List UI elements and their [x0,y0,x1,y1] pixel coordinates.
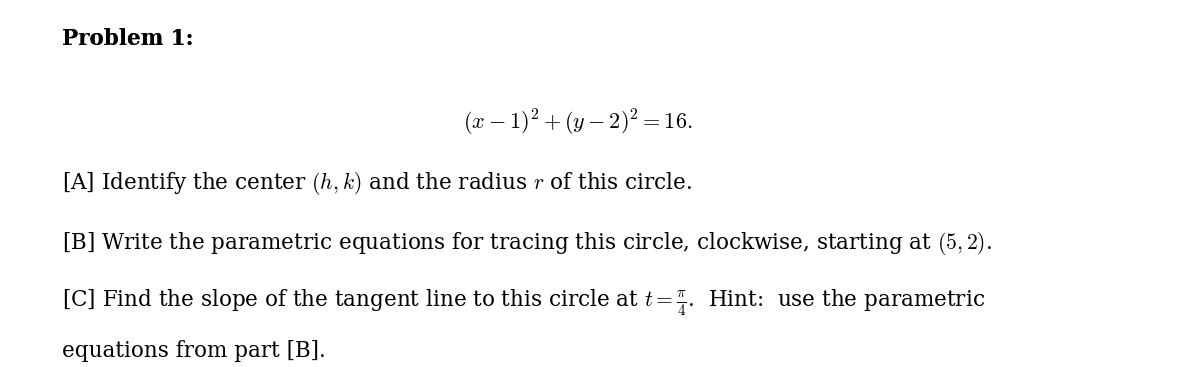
Text: equations from part [B].: equations from part [B]. [61,340,325,362]
Text: $(x - 1)^2 + (y - 2)^2 = 16.$: $(x - 1)^2 + (y - 2)^2 = 16.$ [463,108,692,138]
Text: Problem 1:: Problem 1: [61,28,193,50]
Text: [B] Write the parametric equations for tracing this circle, clockwise, starting : [B] Write the parametric equations for t… [61,230,991,257]
Text: [C] Find the slope of the tangent line to this circle at $t = \frac{\pi}{4}$.  H: [C] Find the slope of the tangent line t… [61,288,985,318]
Text: Problem 1: Consider the circle with equation:: Problem 1: Consider the circle with equa… [61,28,560,50]
Text: Problem 1:: Problem 1: [61,28,193,50]
Text: [A] Identify the center $(h, k)$ and the radius $r$ of this circle.: [A] Identify the center $(h, k)$ and the… [61,170,692,197]
